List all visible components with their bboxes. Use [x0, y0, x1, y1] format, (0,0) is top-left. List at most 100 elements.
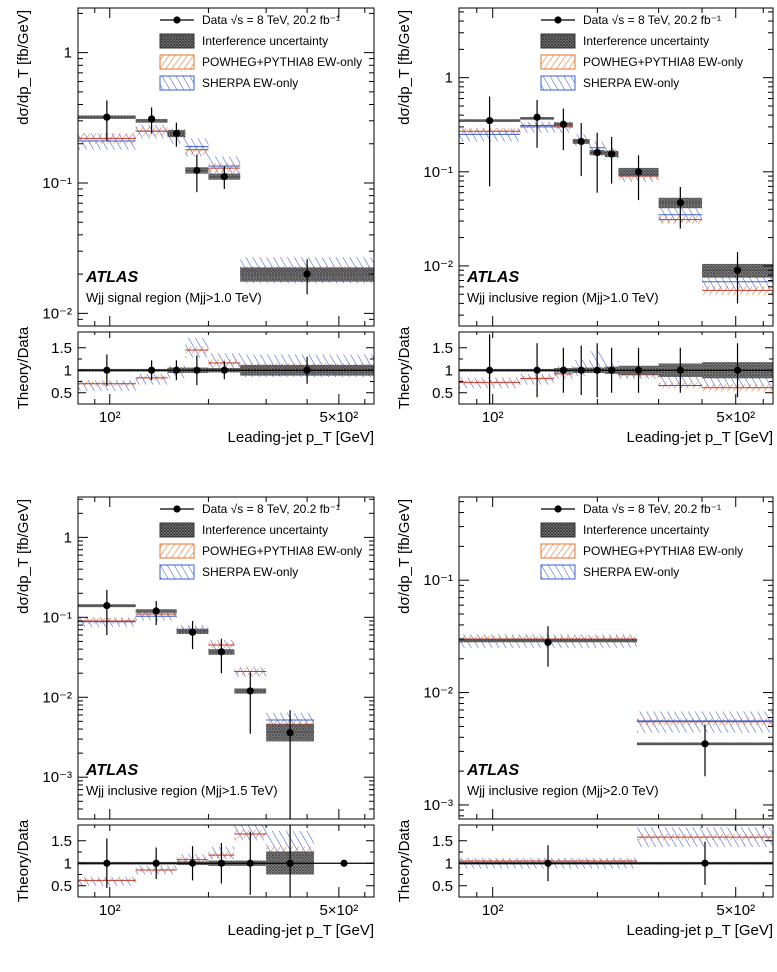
ratio-plot: [78, 337, 374, 391]
ratio-plot: [459, 334, 773, 404]
ratio-data-point: [701, 859, 709, 867]
legend-swatch-interference: [540, 522, 576, 538]
ratio-data-point: [286, 859, 294, 867]
data-point: [103, 602, 111, 610]
data-point: [193, 166, 201, 174]
y-tick-label: 10⁻¹: [42, 175, 72, 192]
legend-label: Interference uncertainty: [202, 523, 328, 537]
data-point: [147, 115, 156, 123]
data-point: [701, 740, 709, 748]
region-label: Wjj inclusive region (Mjj>2.0 TeV): [467, 783, 659, 798]
ratio-tick-label: 1.5: [432, 340, 453, 357]
y-axis-label: dσ/dp_T [fb/GeV]: [15, 10, 32, 125]
main-plot: [78, 100, 374, 295]
legend-label: SHERPA EW-only: [583, 76, 679, 90]
data-point: [220, 172, 228, 181]
ratio-data-point: [676, 366, 684, 374]
data-point: [634, 168, 643, 176]
ratio-data-point: [217, 859, 226, 867]
data-point: [103, 113, 111, 121]
legend-data-marker: [173, 505, 181, 513]
y-tick-label: 1: [64, 529, 72, 546]
data-point: [593, 148, 601, 157]
legend-label: SHERPA EW-only: [202, 76, 298, 90]
data-point: [340, 0, 347, 4]
legend-label: SHERPA EW-only: [202, 565, 298, 579]
main-plot: [459, 96, 773, 304]
legend-data-marker: [173, 16, 181, 24]
ratio-data-point: [340, 859, 348, 867]
ratio-tick-label: 0.5: [51, 385, 72, 402]
ratio-tick-label: 1: [64, 362, 72, 379]
data-point: [676, 199, 684, 207]
legend-label: Interference uncertainty: [583, 523, 709, 537]
data-point: [577, 137, 585, 146]
main-frame: [458, 496, 774, 820]
ratio-data-point: [303, 366, 311, 374]
y-axis-label: dσ/dp_T [fb/GeV]: [396, 499, 413, 614]
ratio-frame: [77, 824, 375, 898]
legend: Data √s = 8 TeV, 20.2 fb⁻¹ Interference u…: [159, 13, 362, 91]
ratio-data-point: [733, 366, 742, 374]
legend-label: Data √s = 8 TeV, 20.2 fb⁻¹: [583, 13, 721, 27]
ratio-tick-label: 1: [64, 855, 72, 872]
ratio-tick-label: 1: [445, 362, 453, 379]
region-label: Wjj signal region (Mjj>1.0 TeV): [86, 290, 262, 305]
ratio-tick-label: 1.5: [51, 340, 72, 357]
ratio-data-point: [103, 366, 111, 374]
data-point: [607, 150, 616, 158]
atlas-label: ATLAS: [85, 269, 138, 286]
ratio-data-point: [593, 366, 601, 374]
x-axis-label: Leading-jet p_T [GeV]: [627, 922, 773, 939]
y-tick-label: 10⁻²: [423, 258, 453, 275]
legend: Data √s = 8 TeV, 20.2 fb⁻¹ Interference u…: [159, 502, 362, 580]
legend-label: POWHEG+PYTHIA8 EW-only: [202, 544, 362, 558]
x-tick-label: 10²: [482, 409, 504, 426]
ratio-tick-label: 0.5: [432, 385, 453, 402]
ratio-axis-label: Theory/Data: [15, 819, 32, 902]
data-point: [246, 687, 254, 695]
y-tick-label: 1: [64, 45, 72, 62]
data-point: [533, 113, 541, 121]
legend-swatch-sherpa: [540, 75, 576, 91]
legend: Data √s = 8 TeV, 20.2 fb⁻¹ Interference u…: [540, 13, 743, 91]
y-tick-label: 1: [445, 70, 453, 87]
x-tick-label: 5×10²: [716, 409, 755, 426]
y-tick-label: 10⁻²: [423, 685, 453, 702]
main-frame: [77, 7, 375, 327]
panel-top-right: 10⁻² 10⁻¹ 1 0.5 1 1.5 10² 5×10² dσ/dp_T [fb/GeV]…: [396, 7, 774, 446]
x-tick-label: 5×10²: [319, 409, 358, 426]
x-tick-label: 10²: [482, 902, 504, 919]
y-tick-label: 10⁻²: [42, 305, 72, 322]
legend-label: Data √s = 8 TeV, 20.2 fb⁻¹: [583, 502, 721, 516]
ratio-tick-label: 1.5: [51, 833, 72, 850]
data-point: [559, 120, 567, 128]
legend-label: Data √s = 8 TeV, 20.2 fb⁻¹: [202, 502, 340, 516]
data-point: [286, 729, 294, 737]
ratio-data-point: [634, 366, 643, 374]
legend-label: POWHEG+PYTHIA8 EW-only: [583, 544, 743, 558]
x-axis-label: Leading-jet p_T [GeV]: [228, 922, 374, 939]
ratio-plot: [78, 825, 374, 897]
x-tick-label: 5×10²: [319, 902, 358, 919]
y-tick-label: 10⁻¹: [42, 609, 72, 626]
panel-bottom-right: 10⁻³ 10⁻² 10⁻¹ 0.5 1 1.5 10² 5×10² dσ/dp_T [fb/G…: [396, 496, 774, 939]
y-tick-label: 10⁻¹: [423, 164, 453, 181]
x-tick-label: 10²: [99, 409, 121, 426]
ratio-data-point: [246, 859, 254, 867]
legend-data-marker: [554, 505, 562, 513]
ratio-data-point: [103, 859, 111, 867]
legend-swatch-powheg: [159, 543, 195, 559]
y-axis-label: dσ/dp_T [fb/GeV]: [396, 10, 413, 125]
ratio-data-point: [193, 366, 201, 374]
x-axis-label: Leading-jet p_T [GeV]: [228, 429, 374, 446]
ratio-data-point: [152, 859, 160, 867]
ratio-axis-label: Theory/Data: [15, 326, 32, 409]
ratio-data-point: [533, 366, 541, 374]
ratio-data-point: [559, 366, 567, 374]
legend: Data √s = 8 TeV, 20.2 fb⁻¹ Interference u…: [540, 502, 743, 580]
main-plot: [459, 626, 773, 777]
x-tick-label: 5×10²: [716, 902, 755, 919]
legend-swatch-powheg: [159, 54, 195, 70]
legend-swatch-interference: [540, 33, 576, 49]
